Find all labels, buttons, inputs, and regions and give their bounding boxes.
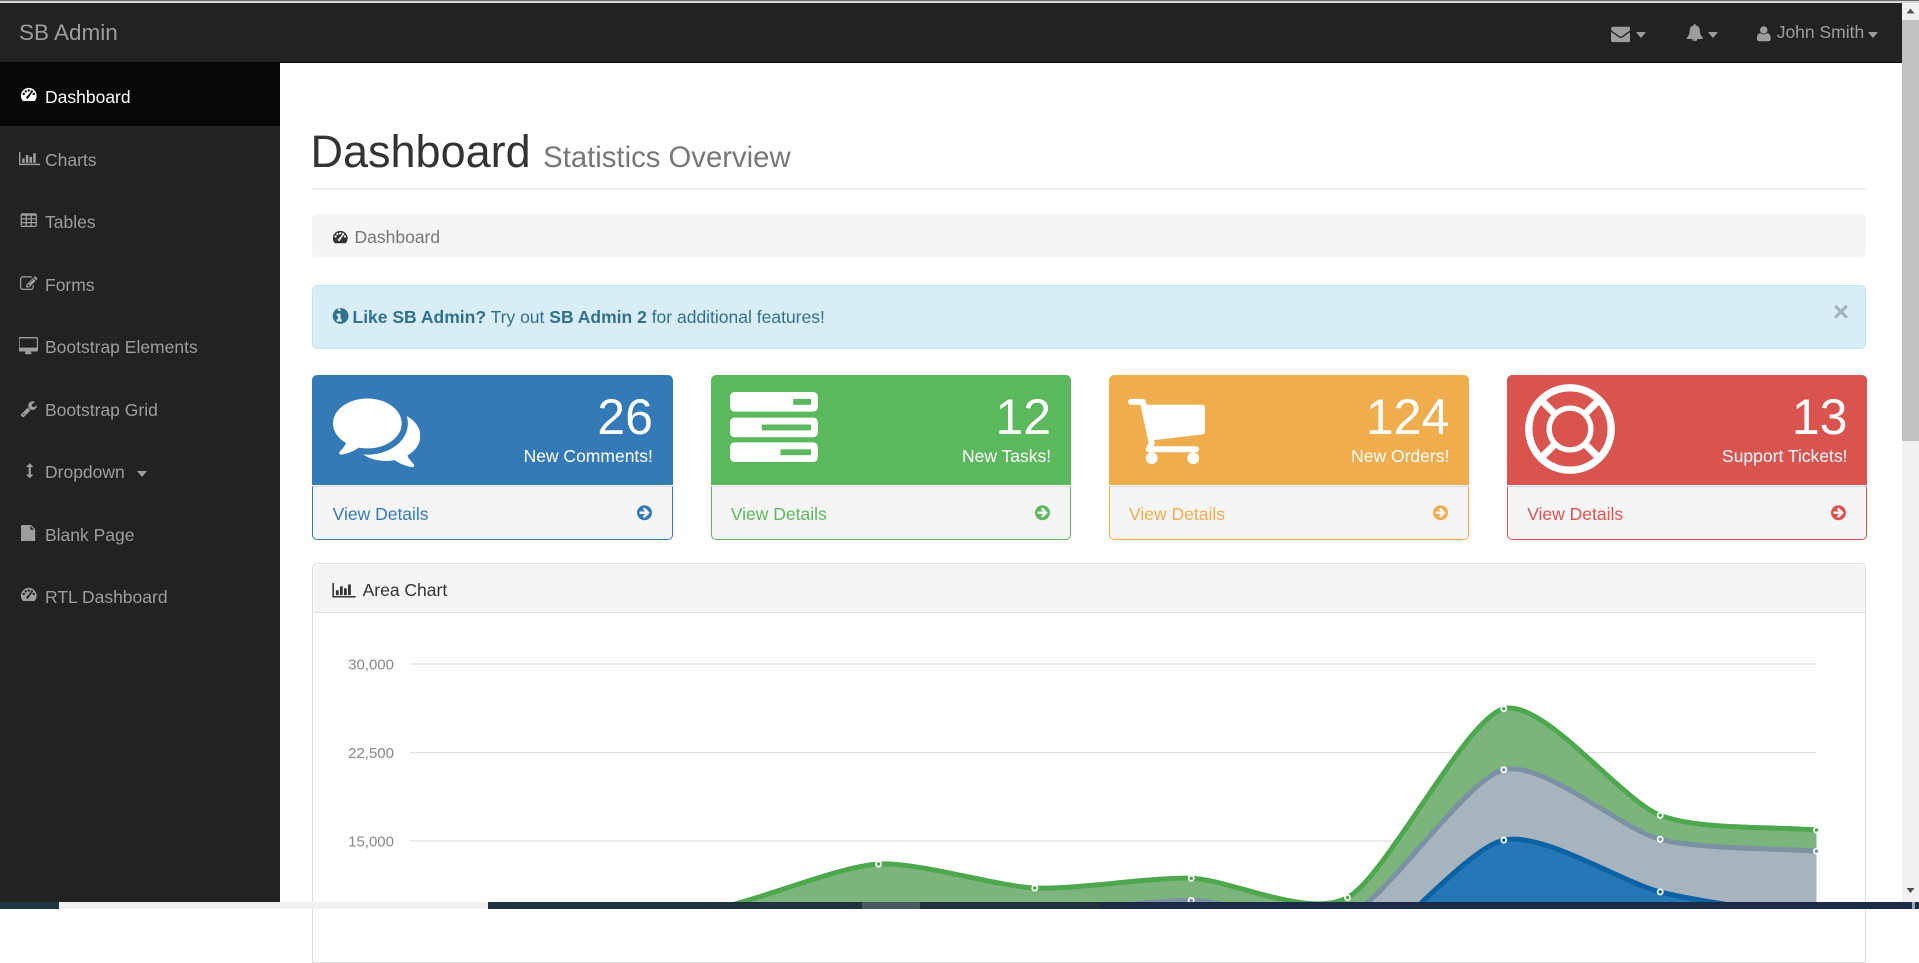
svg-text:15,000: 15,000 [348,833,394,850]
svg-text:22,500: 22,500 [348,745,394,762]
svg-text:30,000: 30,000 [348,657,394,674]
